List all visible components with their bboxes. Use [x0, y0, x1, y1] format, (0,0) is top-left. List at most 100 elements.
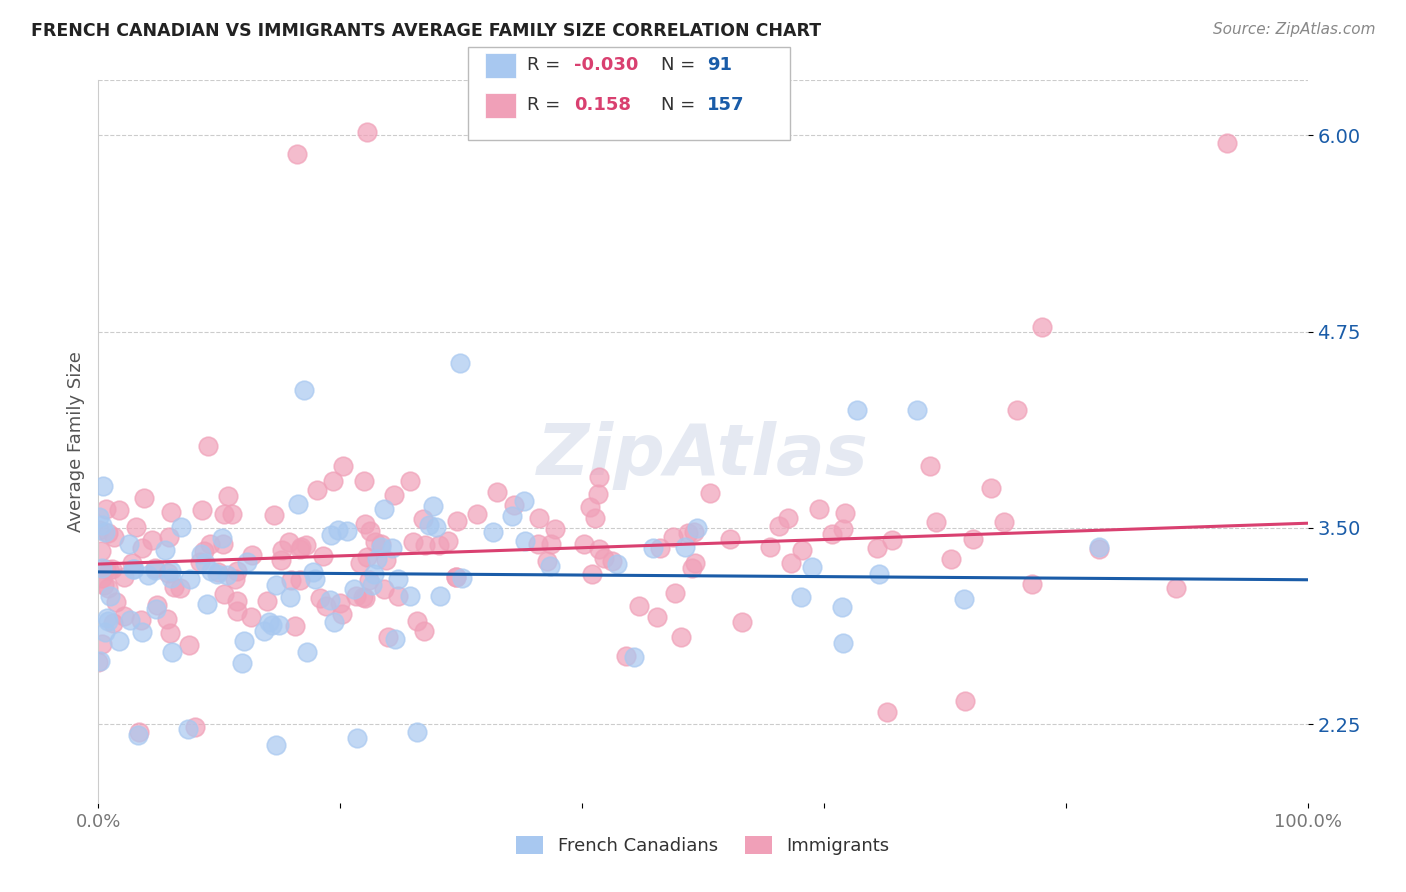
Text: N =: N =: [661, 96, 700, 114]
Point: [1088, 542, 1111, 557]
Point: [322, 475, 344, 489]
Point: [527, 537, 550, 551]
Point: [280, 574, 302, 588]
Point: [131, 541, 153, 555]
Text: -0.030: -0.030: [574, 56, 638, 74]
Point: [193, 556, 215, 570]
Point: [606, 557, 628, 571]
Point: [678, 526, 700, 541]
Point: [160, 564, 183, 578]
Text: R =: R =: [527, 96, 567, 114]
Point: [540, 537, 562, 551]
Point: [285, 147, 308, 161]
Point: [179, 638, 201, 652]
Point: [160, 505, 183, 519]
Point: [759, 540, 782, 554]
Point: [364, 534, 387, 549]
Point: [406, 614, 429, 628]
Point: [623, 649, 645, 664]
Point: [141, 533, 163, 548]
Point: [312, 549, 335, 563]
Point: [188, 555, 211, 569]
Point: [195, 597, 218, 611]
Point: [645, 610, 668, 624]
Point: [422, 499, 444, 513]
Point: [359, 524, 381, 539]
Point: [527, 511, 550, 525]
Point: [399, 589, 422, 603]
Point: [731, 615, 754, 630]
Point: [718, 533, 741, 547]
Point: [790, 590, 813, 604]
Point: [90, 571, 112, 585]
Point: [211, 532, 233, 546]
Point: [207, 566, 229, 581]
Point: [643, 541, 665, 556]
Point: [315, 599, 337, 613]
Point: [1031, 319, 1053, 334]
Point: [90, 561, 112, 575]
Point: [868, 566, 890, 581]
Point: [952, 591, 974, 606]
Point: [627, 599, 650, 613]
Point: [179, 572, 201, 586]
Point: [322, 615, 344, 630]
Point: [321, 528, 343, 542]
Point: [406, 725, 429, 739]
Point: [271, 542, 294, 557]
Point: [290, 540, 312, 554]
Point: [215, 568, 238, 582]
Point: [292, 383, 315, 397]
Point: [212, 537, 235, 551]
Point: [87, 656, 110, 670]
Point: [538, 559, 561, 574]
Point: [198, 537, 221, 551]
Point: [287, 497, 309, 511]
Point: [832, 522, 855, 536]
Point: [450, 571, 472, 585]
Point: [329, 596, 352, 610]
Point: [413, 624, 436, 638]
Text: 91: 91: [707, 56, 733, 74]
Point: [344, 589, 367, 603]
Point: [332, 458, 354, 473]
Point: [156, 612, 179, 626]
Point: [263, 508, 285, 523]
Point: [429, 590, 451, 604]
Point: [108, 502, 131, 516]
Point: [170, 519, 193, 533]
Point: [146, 598, 169, 612]
Point: [437, 533, 460, 548]
Point: [129, 613, 152, 627]
Point: [304, 573, 326, 587]
Point: [536, 554, 558, 568]
Point: [253, 624, 276, 638]
Point: [128, 725, 150, 739]
Point: [373, 582, 395, 596]
Point: [352, 590, 374, 604]
Point: [685, 556, 707, 570]
Point: [801, 559, 824, 574]
Point: [90, 544, 112, 558]
Point: [207, 566, 229, 580]
Point: [160, 571, 183, 585]
Point: [465, 508, 488, 522]
Point: [153, 543, 176, 558]
Point: [1005, 403, 1028, 417]
Point: [600, 554, 623, 568]
Point: [673, 541, 696, 555]
Point: [91, 478, 114, 492]
Point: [370, 540, 392, 554]
Point: [97, 582, 120, 596]
Point: [370, 536, 392, 550]
Point: [90, 637, 112, 651]
Point: [356, 550, 378, 565]
Point: [264, 578, 287, 592]
Point: [586, 487, 609, 501]
Text: N =: N =: [661, 56, 700, 74]
Point: [382, 488, 405, 502]
Point: [515, 534, 537, 549]
Point: [953, 694, 976, 708]
Point: [585, 511, 607, 525]
Point: [821, 527, 844, 541]
